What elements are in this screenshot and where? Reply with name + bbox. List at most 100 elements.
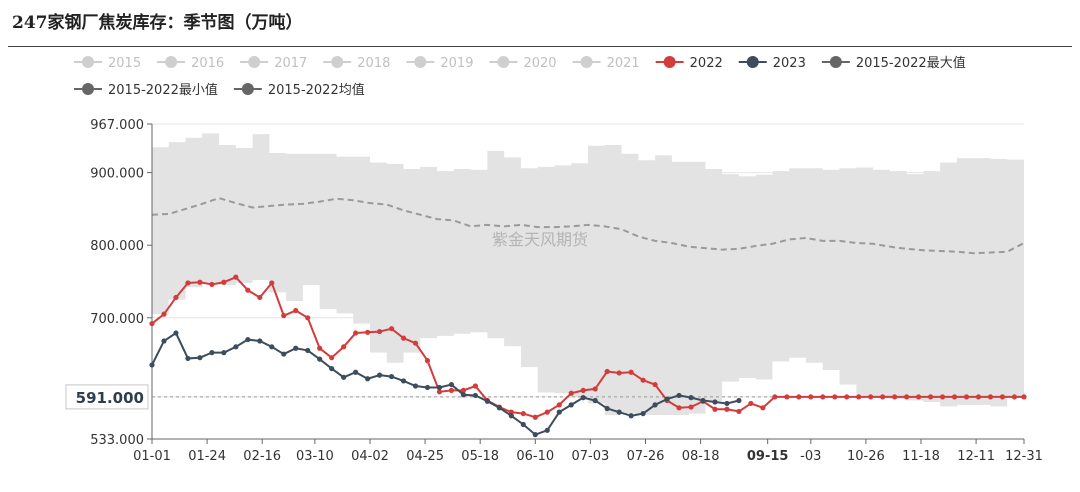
data-point-2023 <box>544 427 550 433</box>
data-point-2022 <box>173 294 179 301</box>
data-point-2023 <box>245 336 251 343</box>
data-point-2022 <box>305 315 311 321</box>
data-point-2023 <box>161 338 167 344</box>
data-point-2022 <box>544 409 550 415</box>
data-point-2023 <box>221 350 227 356</box>
data-point-2022 <box>1011 394 1018 400</box>
data-point-2022 <box>412 340 419 346</box>
data-point-2022 <box>748 400 754 407</box>
data-point-2022 <box>161 311 167 317</box>
legend-marker <box>82 83 94 95</box>
data-point-2022 <box>712 406 718 412</box>
data-point-2022 <box>880 394 886 400</box>
legend-label: 2015-2022最大值 <box>856 55 966 71</box>
data-point-2022 <box>808 394 814 400</box>
legend-item-2016[interactable]: 2016 <box>157 56 224 71</box>
data-point-2022 <box>400 335 407 341</box>
data-point-2023 <box>436 384 443 391</box>
y-tick-label: 800.000 <box>90 239 144 254</box>
legend-item-2019[interactable]: 2019 <box>406 56 473 71</box>
legend-label: 2016 <box>191 56 224 71</box>
x-tick-label: 04-02 <box>351 449 389 464</box>
data-point-2022 <box>652 381 658 388</box>
data-point-2023 <box>149 362 155 368</box>
data-point-2023 <box>508 413 514 419</box>
legend-item-2015-2022最小值[interactable]: 2015-2022最小值 <box>74 82 218 98</box>
data-point-2023 <box>233 344 239 350</box>
data-point-2023 <box>724 400 730 407</box>
legend-item-2015[interactable]: 2015 <box>74 56 141 71</box>
legend-marker <box>331 56 344 68</box>
legend-marker <box>829 56 842 68</box>
data-point-2022 <box>257 294 263 301</box>
x-tick-label: 08-18 <box>682 449 720 464</box>
data-point-2023 <box>305 347 311 354</box>
legend-item-2021[interactable]: 2021 <box>572 56 640 71</box>
legend-item-2015-2022均值[interactable]: 2015-2022均值 <box>233 82 365 98</box>
data-point-2022 <box>772 394 778 400</box>
legend-item-2018[interactable]: 2018 <box>323 56 390 71</box>
data-point-2022 <box>987 394 994 400</box>
legend-label: 2015-2022最小值 <box>108 82 218 98</box>
data-point-2022 <box>269 280 275 286</box>
average-line <box>151 196 1025 255</box>
data-point-2022 <box>221 279 227 285</box>
data-point-2022 <box>796 394 802 400</box>
data-point-2022 <box>317 345 323 351</box>
data-point-2023 <box>281 351 287 357</box>
data-point-2023 <box>712 399 718 405</box>
watermark: 紫金天风期货 <box>492 230 588 249</box>
data-point-2022 <box>640 377 646 383</box>
legend-item-2022[interactable]: 2022 <box>655 56 723 71</box>
x-tick-label: 02-16 <box>243 449 281 464</box>
legend-marker <box>82 56 94 68</box>
data-point-2023 <box>448 381 455 388</box>
data-point-2023 <box>568 402 574 408</box>
data-point-2022 <box>736 408 742 415</box>
y-tick-label: 967.000 <box>90 118 144 133</box>
legend-marker <box>248 56 261 68</box>
data-point-2022 <box>436 389 443 395</box>
data-point-2022 <box>628 369 634 375</box>
data-point-2022 <box>520 410 526 417</box>
data-point-2022 <box>939 394 946 400</box>
x-tick-label: 06-10 <box>516 449 554 464</box>
legend-label: 2020 <box>523 56 556 71</box>
x-tick-label: 10-26 <box>847 449 885 464</box>
legend-item-2015-2022最大值[interactable]: 2015-2022最大值 <box>821 55 966 71</box>
data-point-2023 <box>460 392 467 398</box>
data-point-2022 <box>329 355 335 361</box>
data-point-2022 <box>209 281 215 288</box>
data-point-2022 <box>281 313 287 319</box>
data-point-2022 <box>868 394 874 400</box>
data-point-2022 <box>999 394 1006 400</box>
x-tick-label: 07-03 <box>572 449 610 464</box>
data-point-2022 <box>592 386 598 392</box>
legend-marker <box>241 83 254 95</box>
legend-item-2023[interactable]: 2023 <box>738 56 806 71</box>
data-point-2022 <box>927 394 934 400</box>
data-point-2023 <box>640 410 646 417</box>
data-point-2022 <box>197 279 203 285</box>
data-point-2022 <box>233 274 239 280</box>
data-point-2022 <box>508 409 514 415</box>
legend-marker <box>414 56 427 68</box>
legend-label: 2015 <box>108 56 141 71</box>
data-point-2022 <box>832 394 838 400</box>
legend-marker <box>165 56 178 68</box>
legend-marker <box>746 56 759 68</box>
legend-item-2020[interactable]: 2020 <box>489 56 557 71</box>
data-point-2023 <box>472 392 479 399</box>
x-tick-label: 03-10 <box>296 449 334 464</box>
legend-item-2017[interactable]: 2017 <box>240 56 307 71</box>
data-point-2023 <box>376 372 383 378</box>
data-point-2023 <box>700 397 706 404</box>
chart-title: 247家钢厂焦炭库存：季节图（万吨） <box>12 13 303 33</box>
data-point-2023 <box>185 355 191 362</box>
data-point-2023 <box>173 330 179 336</box>
data-point-2023 <box>520 421 526 428</box>
data-point-2023 <box>197 355 203 361</box>
data-point-2022 <box>760 405 766 411</box>
data-point-2022 <box>472 383 479 389</box>
